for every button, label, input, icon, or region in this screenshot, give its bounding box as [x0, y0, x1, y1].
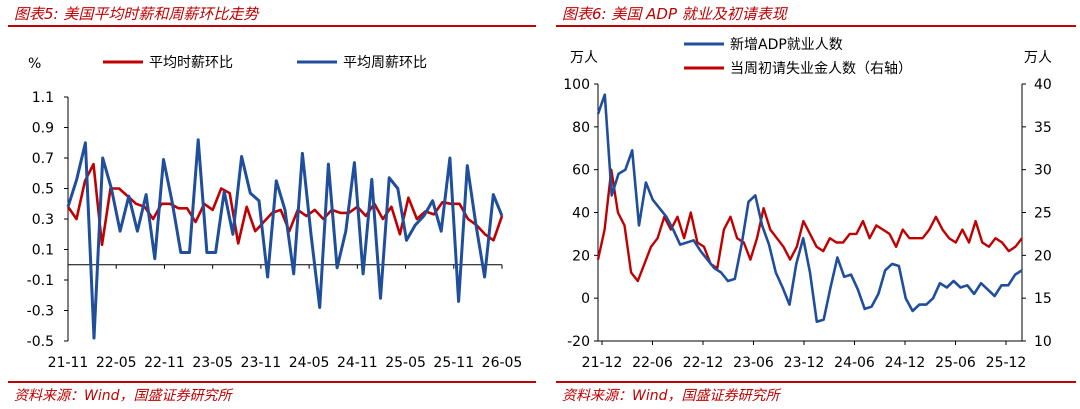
chart-title-left: 图表5: 美国平均时薪和周薪环比走势 [14, 5, 259, 23]
x-tick-label: 21-12 [582, 355, 623, 371]
y-right-tick-label: 15 [1034, 291, 1052, 307]
y-right-tick-label: 25 [1034, 206, 1052, 222]
y-left-tick-label: 20 [572, 248, 590, 264]
chart-title-right: 图表6: 美国 ADP 就业及初请表现 [562, 5, 787, 23]
x-tick-label: 22-05 [96, 355, 137, 371]
x-tick-label: 23-05 [192, 355, 233, 371]
source-rule-right [556, 381, 1076, 383]
source-note-left: 资料来源：Wind，国盛证券研究所 [14, 388, 232, 404]
x-tick-label: 24-11 [337, 355, 378, 371]
y-right-tick-label: 10 [1034, 334, 1052, 350]
title-rule-right [556, 25, 1076, 27]
y-axis-left-unit: 万人 [570, 50, 598, 66]
x-tick-label: 22-11 [144, 355, 185, 371]
x-tick-label: 24-06 [834, 355, 875, 371]
x-tick-label: 24-05 [289, 355, 330, 371]
chart-right: 100 80 60 40 20 0 -20 40 35 30 25 20 15 10 21-12 22-06 2… [563, 37, 1052, 371]
y-left-tick-label: 0 [581, 291, 590, 307]
legend-label: 当周初请失业金人数（右轴） [730, 60, 912, 77]
y-tick-label: -0.1 [27, 273, 54, 289]
legend-label: 平均时薪环比 [149, 55, 233, 71]
y-tick-label: 0.9 [32, 121, 54, 137]
y-tick-label: -0.5 [27, 334, 54, 350]
y-tick-label: 1.1 [32, 90, 54, 106]
chart-panel-right: 图表6: 美国 ADP 就业及初请表现 100 80 60 40 20 0 -20 40 35 3… [548, 0, 1080, 409]
y-axis-right-unit: 万人 [1024, 50, 1052, 66]
chart-left: 1.1 0.9 0.7 0.5 0.3 0.1 -0.1 -0.3 -0.5 21-11 22-05… [27, 55, 523, 371]
series-line-adp-employment [596, 93, 1023, 324]
legend-label: 新增ADP就业人数 [730, 37, 843, 53]
y-right-tick-label: 35 [1034, 120, 1052, 136]
x-tick-label: 23-06 [733, 355, 774, 371]
y-right-tick-label: 20 [1034, 248, 1052, 264]
x-tick-label: 26-05 [482, 355, 523, 371]
x-tick-label: 25-11 [433, 355, 474, 371]
x-tick-label: 23-12 [784, 355, 825, 371]
y-tick-label: 0.1 [32, 243, 54, 259]
series-line-jobless-claims [596, 168, 1023, 283]
series-line-weekly-wage [66, 138, 504, 340]
y-left-tick-label: 40 [572, 206, 590, 222]
source-note-right: 资料来源：Wind，国盛证券研究所 [562, 388, 780, 404]
y-tick-label: 0.3 [32, 212, 54, 228]
x-tick-label: 25-05 [385, 355, 426, 371]
y-tick-label: -0.3 [27, 304, 54, 320]
y-tick-label: 0.5 [32, 182, 54, 198]
x-tick-label: 25-06 [935, 355, 976, 371]
y-right-tick-label: 30 [1034, 163, 1052, 179]
series-line-hourly-wage [66, 162, 504, 247]
y-left-tick-label: 60 [572, 163, 590, 179]
title-rule-left [8, 25, 536, 27]
y-left-tick-label: 100 [563, 77, 590, 93]
x-tick-label: 22-06 [632, 355, 673, 371]
x-tick-label: 21-11 [48, 355, 89, 371]
y-right-tick-label: 40 [1034, 77, 1052, 93]
x-tick-label: 23-11 [241, 355, 282, 371]
legend-label: 平均周薪环比 [343, 55, 427, 71]
y-left-tick-label: 80 [572, 120, 590, 136]
x-tick-label: 24-12 [885, 355, 926, 371]
y-tick-label: 0.7 [32, 151, 54, 167]
x-tick-label: 22-12 [683, 355, 724, 371]
source-rule-left [8, 381, 536, 383]
y-axis-unit: % [28, 56, 41, 72]
chart-panel-left: 图表5: 美国平均时薪和周薪环比走势 1.1 0.9 0.7 0.5 0.3 0.1 -0.… [8, 5, 536, 404]
y-left-tick-label: -20 [567, 334, 590, 350]
x-tick-label: 25-12 [986, 355, 1027, 371]
